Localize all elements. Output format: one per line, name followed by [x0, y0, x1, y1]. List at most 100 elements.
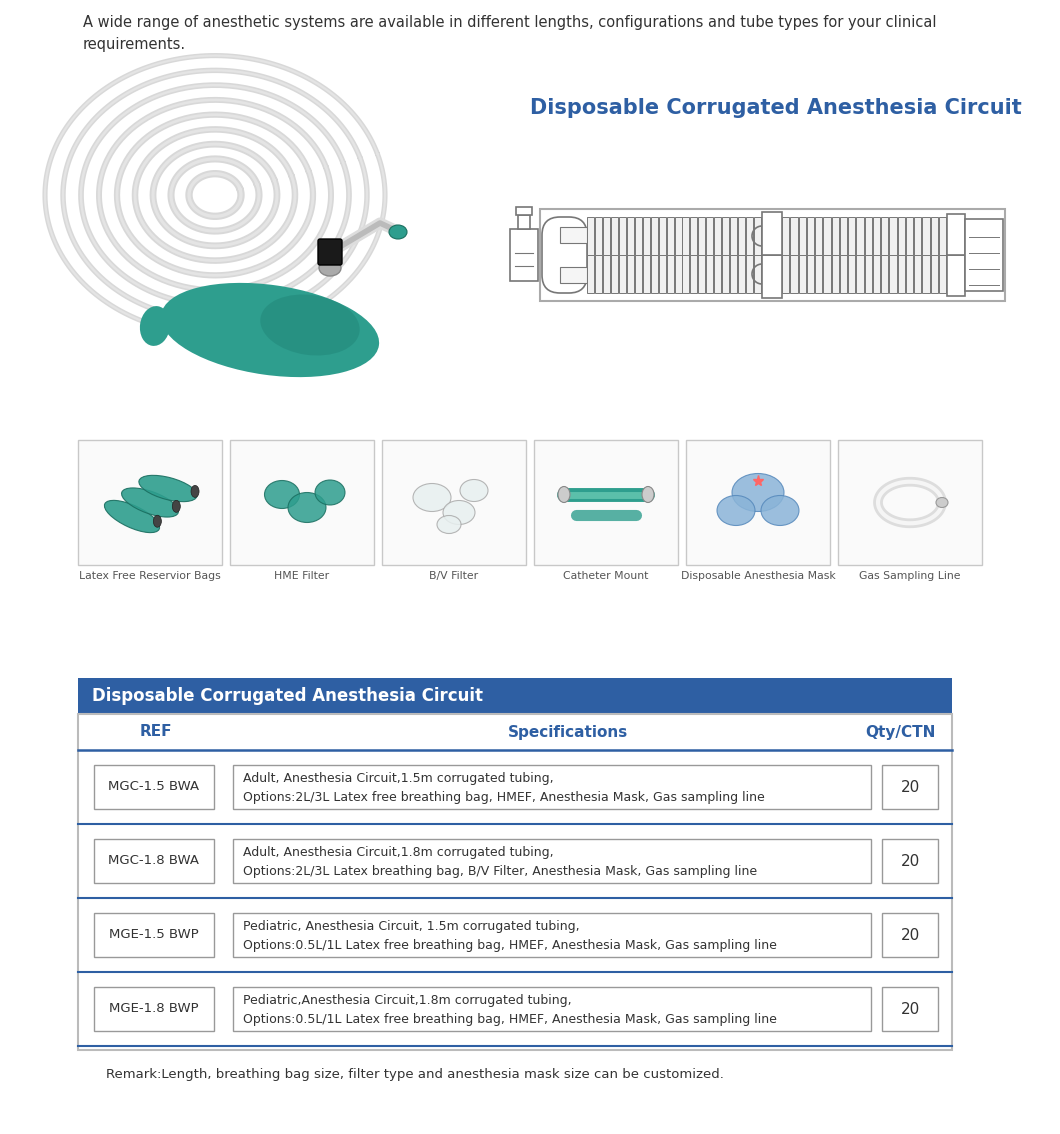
FancyBboxPatch shape	[738, 255, 745, 293]
FancyBboxPatch shape	[865, 255, 871, 293]
FancyBboxPatch shape	[815, 217, 823, 255]
Ellipse shape	[154, 515, 161, 527]
Text: 20: 20	[900, 928, 920, 942]
FancyBboxPatch shape	[889, 255, 897, 293]
FancyBboxPatch shape	[914, 255, 921, 293]
FancyBboxPatch shape	[382, 440, 526, 565]
FancyBboxPatch shape	[233, 839, 871, 883]
FancyBboxPatch shape	[706, 255, 713, 293]
FancyBboxPatch shape	[560, 266, 587, 284]
FancyBboxPatch shape	[94, 987, 214, 1031]
Ellipse shape	[717, 496, 755, 525]
Text: Options:2L/3L Latex breathing bag, B/V Filter, Anesthesia Mask, Gas sampling lin: Options:2L/3L Latex breathing bag, B/V F…	[243, 865, 757, 878]
FancyBboxPatch shape	[642, 255, 650, 293]
FancyBboxPatch shape	[798, 217, 806, 255]
FancyBboxPatch shape	[233, 765, 871, 809]
Ellipse shape	[140, 306, 170, 346]
FancyBboxPatch shape	[318, 239, 342, 265]
FancyBboxPatch shape	[922, 255, 930, 293]
FancyBboxPatch shape	[840, 255, 847, 293]
FancyBboxPatch shape	[754, 255, 761, 293]
FancyBboxPatch shape	[872, 217, 880, 255]
Text: 20: 20	[900, 779, 920, 795]
Text: Disposable Corrugated Anesthesia Circuit: Disposable Corrugated Anesthesia Circuit	[92, 687, 483, 705]
FancyBboxPatch shape	[683, 217, 689, 255]
FancyBboxPatch shape	[947, 255, 965, 296]
Ellipse shape	[105, 500, 160, 533]
Text: Pediatric, Anesthesia Circuit, 1.5m corrugated tubing,: Pediatric, Anesthesia Circuit, 1.5m corr…	[243, 920, 580, 933]
Text: Pediatric,Anesthesia Circuit,1.8m corrugated tubing,: Pediatric,Anesthesia Circuit,1.8m corrug…	[243, 995, 571, 1007]
FancyBboxPatch shape	[856, 217, 864, 255]
FancyBboxPatch shape	[872, 255, 880, 293]
FancyBboxPatch shape	[667, 217, 673, 255]
FancyBboxPatch shape	[939, 255, 946, 293]
FancyBboxPatch shape	[914, 217, 921, 255]
FancyBboxPatch shape	[626, 217, 634, 255]
FancyBboxPatch shape	[865, 217, 871, 255]
Ellipse shape	[732, 474, 784, 511]
FancyBboxPatch shape	[882, 839, 938, 883]
FancyBboxPatch shape	[690, 217, 697, 255]
FancyBboxPatch shape	[518, 215, 530, 229]
FancyBboxPatch shape	[658, 217, 666, 255]
FancyBboxPatch shape	[798, 255, 806, 293]
FancyBboxPatch shape	[635, 217, 641, 255]
Text: 20: 20	[900, 1001, 920, 1016]
FancyBboxPatch shape	[746, 255, 753, 293]
FancyBboxPatch shape	[931, 217, 938, 255]
FancyBboxPatch shape	[931, 255, 938, 293]
FancyBboxPatch shape	[939, 217, 946, 255]
Text: A wide range of anesthetic systems are available in different lengths, configura: A wide range of anesthetic systems are a…	[83, 15, 936, 52]
FancyBboxPatch shape	[611, 217, 618, 255]
Text: MGE-1.5 BWP: MGE-1.5 BWP	[109, 929, 199, 941]
FancyBboxPatch shape	[738, 217, 745, 255]
FancyBboxPatch shape	[824, 255, 831, 293]
Text: Catheter Mount: Catheter Mount	[563, 572, 649, 581]
FancyBboxPatch shape	[881, 217, 888, 255]
FancyBboxPatch shape	[699, 217, 705, 255]
FancyBboxPatch shape	[762, 255, 782, 298]
FancyBboxPatch shape	[905, 217, 913, 255]
FancyBboxPatch shape	[635, 255, 641, 293]
Text: HME Filter: HME Filter	[275, 572, 330, 581]
FancyBboxPatch shape	[965, 219, 1003, 291]
FancyBboxPatch shape	[595, 217, 602, 255]
FancyBboxPatch shape	[754, 217, 761, 255]
FancyBboxPatch shape	[230, 440, 374, 565]
FancyBboxPatch shape	[683, 255, 689, 293]
FancyBboxPatch shape	[651, 217, 657, 255]
Text: Latex Free Reservior Bags: Latex Free Reservior Bags	[80, 572, 220, 581]
Text: Adult, Anesthesia Circuit,1.8m corrugated tubing,: Adult, Anesthesia Circuit,1.8m corrugate…	[243, 846, 553, 858]
FancyBboxPatch shape	[619, 217, 625, 255]
FancyBboxPatch shape	[905, 255, 913, 293]
FancyBboxPatch shape	[510, 229, 538, 281]
FancyBboxPatch shape	[706, 217, 713, 255]
FancyBboxPatch shape	[587, 217, 594, 255]
FancyBboxPatch shape	[233, 913, 871, 957]
FancyBboxPatch shape	[94, 765, 214, 809]
FancyBboxPatch shape	[730, 255, 737, 293]
Text: Disposable Corrugated Anesthesia Circuit: Disposable Corrugated Anesthesia Circuit	[530, 98, 1022, 118]
FancyBboxPatch shape	[542, 217, 587, 293]
Text: Qty/CTN: Qty/CTN	[865, 725, 935, 739]
Ellipse shape	[936, 498, 948, 508]
FancyBboxPatch shape	[746, 217, 753, 255]
FancyBboxPatch shape	[674, 217, 682, 255]
Ellipse shape	[265, 481, 300, 508]
FancyBboxPatch shape	[611, 255, 618, 293]
FancyBboxPatch shape	[667, 255, 673, 293]
FancyBboxPatch shape	[838, 440, 982, 565]
Ellipse shape	[642, 486, 654, 502]
FancyBboxPatch shape	[791, 255, 797, 293]
FancyBboxPatch shape	[78, 678, 952, 714]
FancyBboxPatch shape	[815, 255, 823, 293]
Text: B/V Filter: B/V Filter	[429, 572, 478, 581]
Ellipse shape	[437, 516, 461, 533]
Ellipse shape	[173, 500, 180, 513]
Ellipse shape	[761, 496, 799, 525]
Text: Adult, Anesthesia Circuit,1.5m corrugated tubing,: Adult, Anesthesia Circuit,1.5m corrugate…	[243, 772, 553, 785]
FancyBboxPatch shape	[898, 255, 905, 293]
FancyBboxPatch shape	[516, 208, 532, 215]
FancyBboxPatch shape	[856, 255, 864, 293]
FancyBboxPatch shape	[560, 227, 587, 243]
